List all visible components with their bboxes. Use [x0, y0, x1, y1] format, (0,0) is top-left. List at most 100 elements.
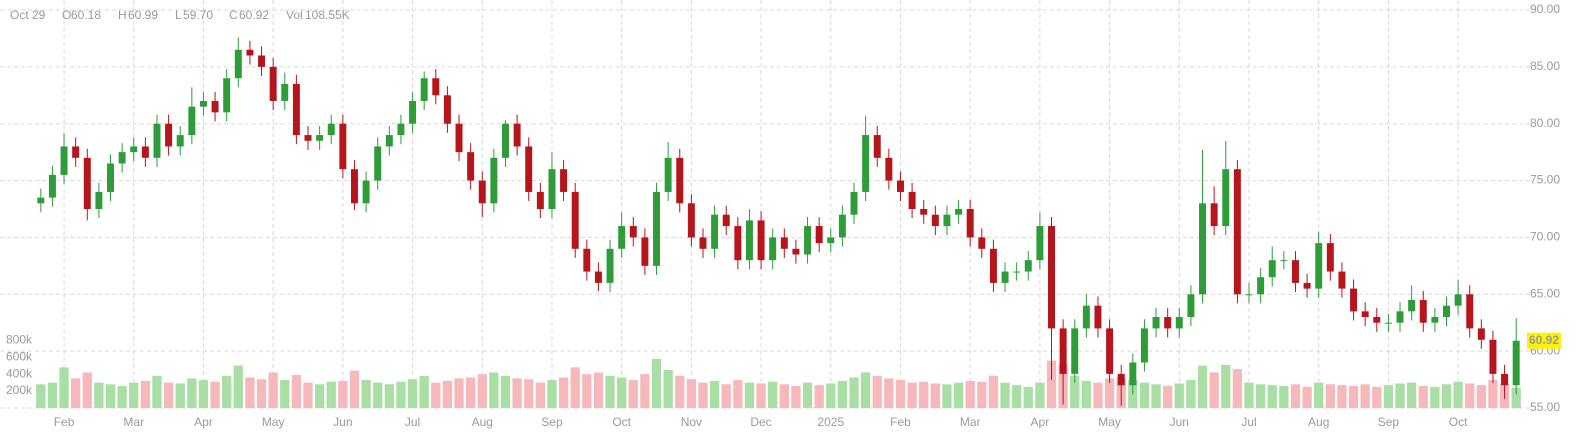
candle-body — [397, 123, 405, 136]
volume-bar — [791, 385, 801, 408]
volume-bar — [175, 383, 185, 408]
candle-body — [292, 83, 300, 136]
y-tick-label: 70.00 — [1530, 230, 1560, 244]
candle-body — [234, 49, 242, 79]
volume-bar — [314, 384, 325, 408]
volume-bar — [1441, 384, 1452, 408]
candle-body — [467, 152, 475, 181]
volume-bar — [489, 372, 499, 408]
candle-body — [885, 157, 893, 181]
y2-tick-label: 600k — [6, 349, 33, 363]
candle-body — [641, 237, 649, 266]
volume-bar — [71, 378, 81, 408]
volume-bar — [1465, 383, 1475, 408]
y-tick-label: 85.00 — [1530, 59, 1560, 73]
candle-body — [513, 123, 521, 147]
y-tick-label: 80.00 — [1530, 116, 1560, 130]
volume-bar — [953, 382, 964, 408]
candle-body — [502, 123, 509, 158]
candle-body — [350, 169, 358, 204]
candle-body — [1396, 311, 1404, 323]
candle-body — [443, 95, 451, 124]
candle-body — [1361, 311, 1369, 318]
candle-body — [664, 157, 672, 192]
volume-bar — [1476, 385, 1486, 408]
volume-bar — [988, 375, 999, 408]
candle-body — [316, 135, 324, 141]
volume-bar — [698, 382, 708, 408]
candle-body — [490, 157, 498, 204]
candle-body — [432, 78, 440, 96]
volume-bar — [1174, 383, 1184, 408]
candle-body — [629, 226, 637, 238]
candle-body — [1512, 340, 1520, 386]
candle-body — [873, 135, 881, 158]
volume-bar — [1406, 382, 1417, 408]
volume-bar — [733, 380, 743, 408]
volume-bar — [233, 365, 243, 408]
candle-body — [1152, 317, 1160, 329]
last-price-badge — [1527, 332, 1561, 349]
last-price-label: 60.92 — [1529, 333, 1559, 347]
candle-body — [223, 78, 231, 113]
volume-bar — [675, 375, 685, 408]
x-tick-label: Mar — [960, 415, 981, 429]
volume-bar — [860, 372, 871, 408]
candle-body — [48, 174, 56, 198]
candle-body — [943, 214, 951, 227]
x-tick-label: Aug — [472, 415, 493, 429]
volume-bar — [210, 381, 220, 408]
volume-bar — [222, 375, 232, 408]
volume-bar — [47, 382, 58, 408]
volume-bar — [582, 374, 592, 408]
candle-body — [165, 123, 173, 147]
candle-body — [1048, 226, 1055, 329]
candle-body — [1280, 260, 1288, 262]
volume-bar — [1000, 382, 1010, 408]
volume-bar — [291, 374, 302, 408]
x-tick-label: Feb — [54, 415, 75, 429]
volume-bar — [942, 384, 952, 408]
volume-bar — [617, 377, 627, 408]
volume-bar — [1023, 386, 1033, 408]
volume-bar — [663, 369, 673, 408]
volume-bar — [245, 377, 255, 408]
candle-body — [989, 248, 997, 283]
candle-body — [699, 237, 707, 249]
candle-body — [583, 248, 591, 272]
volume-bar — [965, 380, 975, 408]
volume-bar — [163, 382, 174, 408]
x-tick-label: Jul — [405, 415, 420, 429]
candles — [37, 37, 1520, 406]
candle-body — [850, 191, 858, 215]
volume-bar — [419, 375, 429, 408]
x-tick-label: Jun — [1170, 415, 1189, 429]
candle-body — [931, 214, 939, 227]
candle-body — [1129, 362, 1137, 386]
x-tick-label: 2025 — [817, 415, 844, 429]
candle-body — [1245, 294, 1253, 296]
candle-body — [1326, 243, 1334, 272]
volume-bar — [373, 382, 383, 408]
volume-bar — [524, 379, 534, 408]
volume-bar — [1139, 382, 1150, 408]
x-tick-label: Nov — [681, 415, 702, 429]
candle-body — [804, 226, 812, 255]
volume-bar — [1255, 384, 1266, 408]
candle-body — [838, 214, 846, 238]
x-tick-label: Oct — [1449, 415, 1468, 429]
volume-bars — [36, 358, 1521, 408]
candle-body — [374, 146, 382, 181]
volume-bar — [1035, 382, 1045, 408]
volume-bar — [1279, 385, 1289, 408]
volume-bar — [977, 381, 987, 408]
candle-body — [1071, 328, 1079, 374]
candle-body — [304, 135, 312, 141]
volume-bar — [1314, 382, 1324, 408]
header-value: 60.92 — [239, 8, 269, 22]
volume-bar — [1488, 380, 1498, 408]
volume-bar — [930, 383, 940, 408]
candle-body — [1082, 305, 1090, 329]
candle-body — [72, 146, 80, 158]
